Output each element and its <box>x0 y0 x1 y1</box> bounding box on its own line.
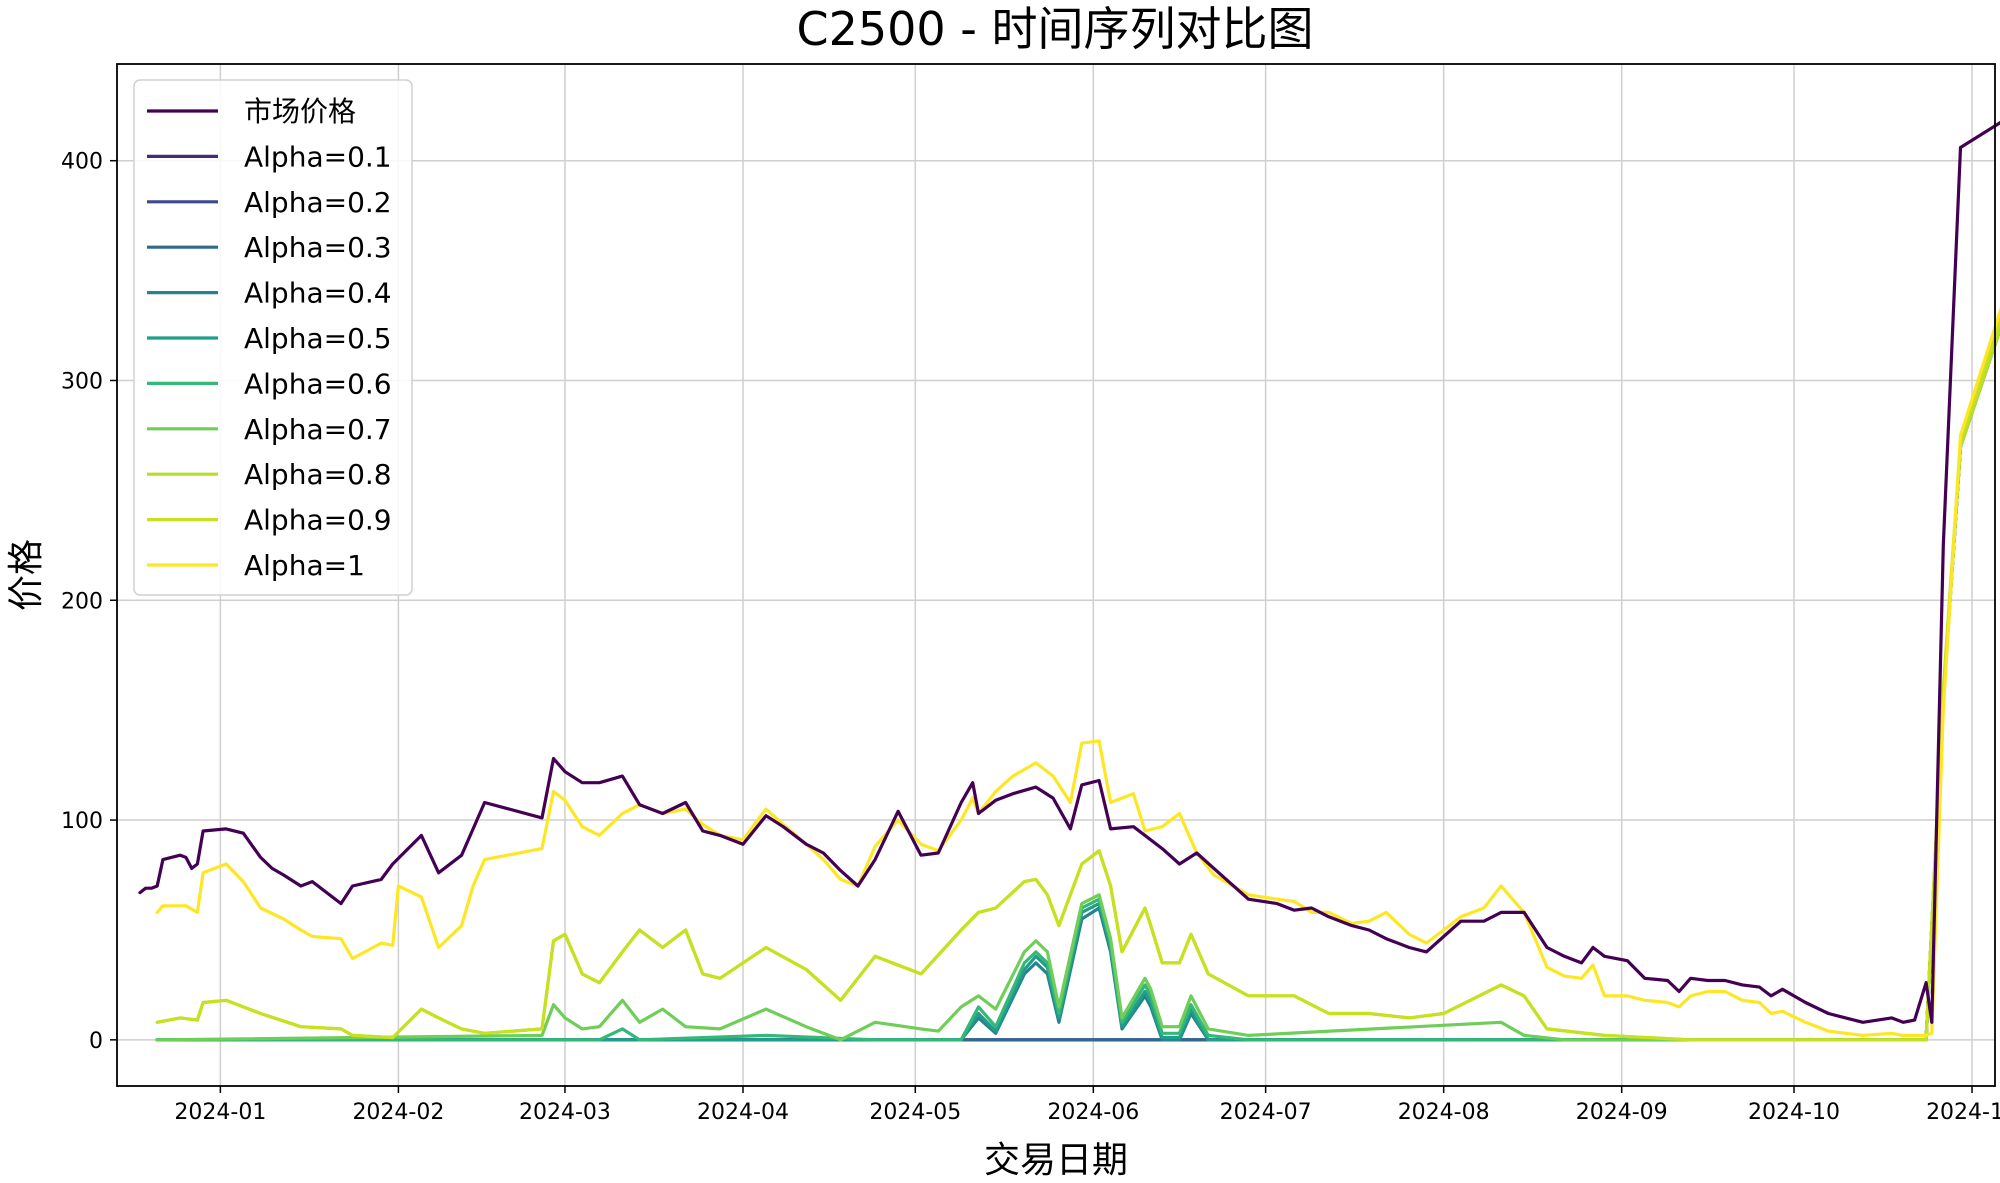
series-line-9 <box>155 315 2000 1042</box>
series-layer <box>138 120 2000 1042</box>
x-tick-label: 2024-09 <box>1576 1100 1668 1125</box>
x-tick-label: 2024-05 <box>869 1100 961 1125</box>
x-tick-label: 2024-07 <box>1220 1100 1312 1125</box>
legend: 市场价格 Alpha=0.1 Alpha=0.2 Alpha=0.3 Alpha=0.4… <box>133 79 413 596</box>
series-line-6 <box>155 324 2000 1042</box>
chart-title: C2500 - 时间序列对比图 <box>796 2 1313 56</box>
legend-box <box>133 79 413 596</box>
legend-label: Alpha=0.1 <box>244 140 392 173</box>
legend-label: Alpha=0.5 <box>244 322 392 355</box>
x-tick-label: 2024-03 <box>519 1100 611 1125</box>
legend-items: 市场价格 Alpha=0.1 Alpha=0.2 Alpha=0.3 Alpha=0.4… <box>147 95 392 582</box>
legend-label: Alpha=0.9 <box>244 504 392 537</box>
legend-label: Alpha=0.8 <box>244 458 392 491</box>
legend-label: Alpha=0.6 <box>244 367 392 400</box>
legend-label: Alpha=0.4 <box>244 277 392 310</box>
plot-frame <box>116 63 1996 1087</box>
tick-labels: 2024-01 2024-02 2024-03 2024-04 2024-05 2024-… <box>61 150 2000 1125</box>
x-tick-label: 2024-01 <box>174 1100 266 1125</box>
legend-label: Alpha=0.2 <box>244 186 392 219</box>
y-tick-label: 300 <box>61 369 103 394</box>
x-tick-label: 2024-04 <box>697 1100 789 1125</box>
y-axis-label: 价格 <box>6 539 47 611</box>
y-tick-label: 200 <box>61 589 103 614</box>
series-line-5 <box>155 324 2000 1042</box>
x-tick-label: 2024-08 <box>1398 1100 1490 1125</box>
x-tick-label: 2024-02 <box>352 1100 444 1125</box>
series-line-0 <box>138 120 2000 1024</box>
x-axis-label: 交易日期 <box>984 1140 1128 1181</box>
legend-label: Alpha=1 <box>244 549 365 582</box>
y-tick-label: 0 <box>89 1029 103 1054</box>
series-line-4 <box>155 324 2000 1042</box>
y-tick-label: 100 <box>61 809 103 834</box>
legend-label: Alpha=0.7 <box>244 413 392 446</box>
x-tick-label: 2024-06 <box>1047 1100 1139 1125</box>
series-line-7 <box>155 324 2000 1042</box>
series-line-10 <box>155 306 2000 1037</box>
legend-label: Alpha=0.3 <box>244 231 392 264</box>
grid <box>117 64 1995 1086</box>
x-tick-label: 2024-11 <box>1926 1100 2000 1125</box>
legend-label: 市场价格 <box>244 95 356 128</box>
x-tick-label: 2024-10 <box>1748 1100 1840 1125</box>
y-tick-label: 400 <box>61 150 103 175</box>
